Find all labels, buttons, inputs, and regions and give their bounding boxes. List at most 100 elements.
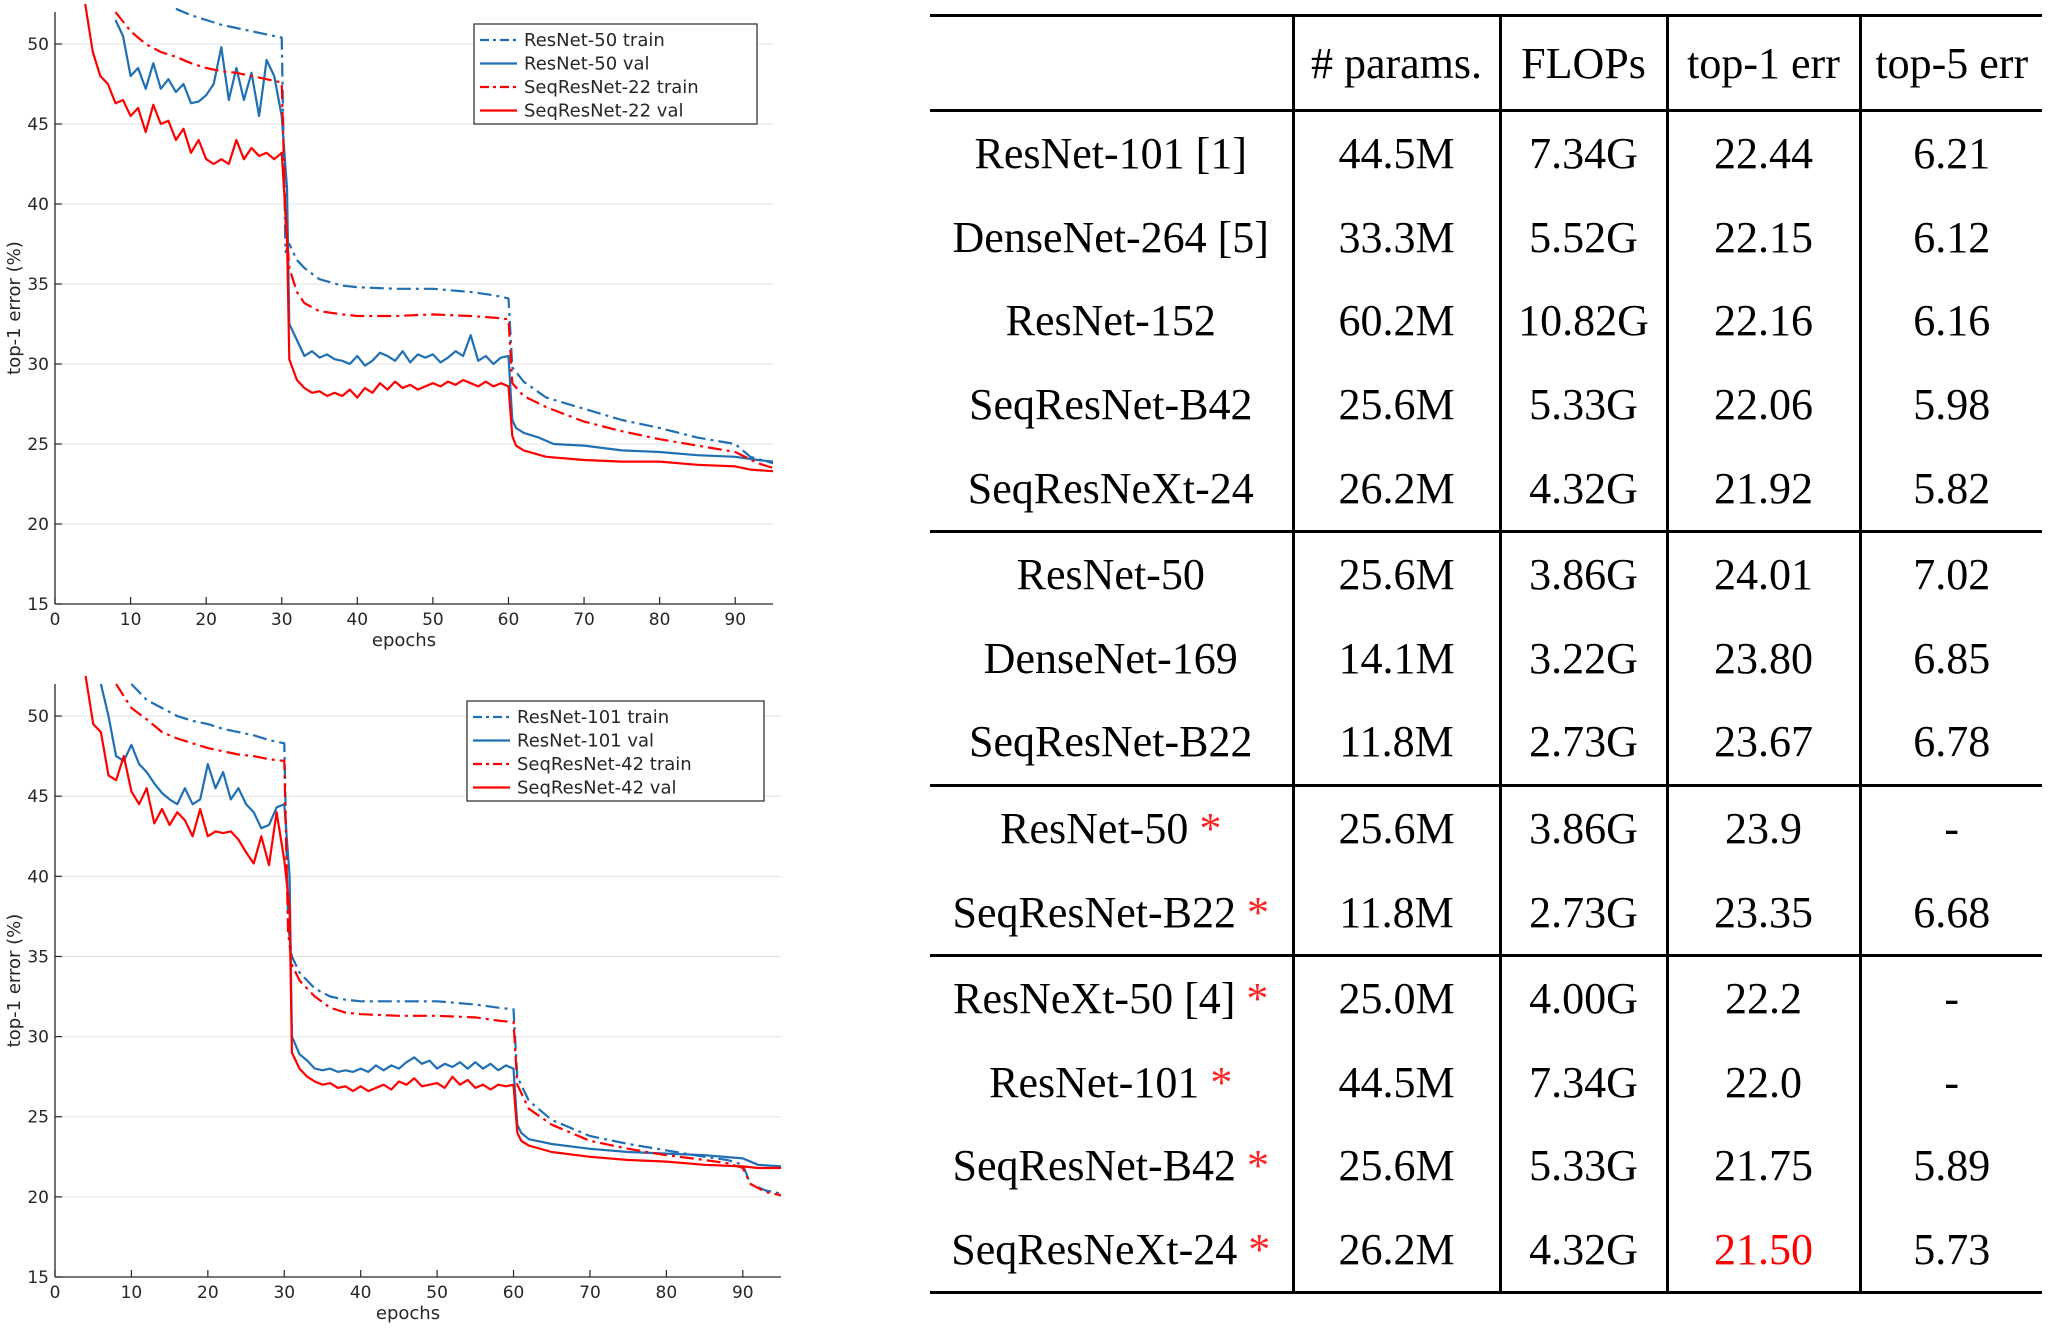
x-tick-label: 50 [422, 610, 444, 630]
params-cell: 44.5M [1293, 1040, 1502, 1125]
y-tick-label: 35 [27, 275, 49, 295]
top5-cell: 5.73 [1913, 1225, 1991, 1275]
x-tick-label: 70 [579, 1283, 601, 1303]
top5-cell: 7.02 [1913, 550, 1991, 600]
legend-box [473, 23, 758, 125]
x-tick-label: 40 [350, 1283, 372, 1303]
model-name: ResNet-101 [989, 1057, 1200, 1107]
x-tick-label: 0 [50, 610, 61, 630]
top1-cell: 23.67 [1667, 700, 1862, 786]
flops-cell: 7.34G [1500, 110, 1669, 196]
model-name: ResNet-101 [1] [974, 129, 1248, 179]
table-row: ResNeXt-50 [4] * 25.0M 4.00G 22.2- [930, 955, 2042, 1041]
model-name: ResNet-152 [1005, 296, 1216, 346]
y-axis-title: top-1 error (%) [4, 914, 25, 1048]
top1-cell: 23.9 [1667, 785, 1862, 871]
model-name: DenseNet-169 [983, 633, 1238, 683]
x-tick-label: 90 [732, 1283, 754, 1303]
model-cell: SeqResNet-B42 * [930, 1124, 1295, 1208]
model-name: SeqResNeXt-24 [951, 1225, 1238, 1275]
legend-entry-2: ResNet-101 val [517, 731, 654, 752]
legend-entry-4: SeqResNet-42 val [517, 778, 676, 799]
model-cell: SeqResNet-B22 [930, 700, 1295, 786]
params-cell: 25.0M [1293, 955, 1502, 1041]
y-tick-label: 40 [27, 867, 49, 887]
top1-cell: 23.35 [1667, 870, 1862, 956]
y-axis-title: top-1 error (%) [4, 241, 25, 375]
table-row: ResNet-50 * 25.6M 3.86G 23.9- [930, 785, 2042, 871]
model-cell: ResNet-101 [1] [930, 110, 1295, 196]
y-tick-label: 20 [27, 515, 49, 535]
table-group-1: ResNet-101 [1] 44.5M 7.34G 22.44 6.21 DenseNe… [930, 110, 2042, 532]
params-cell: 11.8M [1293, 700, 1502, 786]
table-row: ResNet-50 25.6M 3.86G 24.01 7.02 [930, 531, 2042, 617]
y-tick-label: 25 [27, 1108, 49, 1128]
top1-cell: 22.2 [1667, 955, 1862, 1041]
model-cell: SeqResNet-B22 * [930, 870, 1295, 956]
model-cell: DenseNet-264 [5] [930, 195, 1295, 280]
header-top1: top-1 err [1667, 15, 1862, 111]
table-row: ResNet-101 [1] 44.5M 7.34G 22.44 6.21 [930, 110, 2042, 196]
top5-cell: 6.16 [1913, 296, 1991, 346]
flops-cell: 7.34G [1500, 1040, 1669, 1125]
top5-cell: 6.21 [1913, 129, 1991, 179]
model-name: ResNet-50 [1000, 804, 1189, 854]
asterisk-marker: * [1199, 804, 1222, 854]
flops-cell: 3.86G [1500, 785, 1669, 871]
top1-cell: 22.15 [1667, 195, 1862, 280]
asterisk-marker: * [1246, 974, 1269, 1024]
x-tick-label: 60 [503, 1283, 525, 1303]
top1-cell: 21.50 [1667, 1207, 1862, 1293]
params-cell: 11.8M [1293, 870, 1502, 956]
flops-cell: 2.73G [1500, 700, 1669, 786]
y-tick-label: 45 [27, 115, 49, 135]
top5-cell: 5.98 [1913, 380, 1991, 430]
table-row: DenseNet-169 14.1M 3.22G 23.80 6.85 [930, 616, 2042, 701]
x-tick-label: 40 [346, 610, 368, 630]
top1-cell: 21.75 [1667, 1124, 1862, 1208]
chart-panel-1: 15 20 25 30 35 40 45 50 0 10 20 30 40 50 60 70 80 90 epoch… [4, 3, 774, 651]
series-line-1 [130, 683, 782, 1195]
training-curves: 15 20 25 30 35 40 45 50 0 10 20 30 40 50 60 70 80 90 epoch… [4, 3, 782, 1324]
x-tick-label: 80 [649, 610, 671, 630]
results-table: # params. FLOPs top-1 err top-5 err ResN… [930, 14, 2042, 1294]
model-cell: DenseNet-169 [930, 616, 1295, 701]
top1-cell: 22.16 [1667, 279, 1862, 363]
model-cell: SeqResNet-B42 [930, 362, 1295, 447]
x-tick-label: 0 [50, 1283, 61, 1303]
series-line-2 [99, 683, 782, 1168]
table-group-4: ResNeXt-50 [4] * 25.0M 4.00G 22.2- ResNet-10… [930, 955, 2042, 1293]
params-cell: 44.5M [1293, 110, 1502, 196]
model-name: ResNeXt-50 [4] [953, 974, 1236, 1024]
asterisk-marker: * [1210, 1057, 1233, 1107]
header-model [930, 15, 1295, 111]
flops-cell: 2.73G [1500, 870, 1669, 956]
model-cell: ResNet-101 * [930, 1040, 1295, 1125]
legend-entry-3: SeqResNet-42 train [517, 754, 692, 775]
y-tick-label: 50 [27, 35, 49, 55]
flops-cell: 5.33G [1500, 1124, 1669, 1208]
model-name: SeqResNet-B42 [952, 1141, 1237, 1191]
top5-cell: - [1944, 974, 1960, 1024]
y-tick-label: 15 [27, 595, 49, 615]
y-tick-label: 30 [27, 355, 49, 375]
top1-cell: 24.01 [1667, 531, 1862, 617]
x-tick-label: 20 [195, 610, 217, 630]
table-row: SeqResNet-B42 25.6M 5.33G 22.06 5.98 [930, 362, 2042, 447]
series-line-2 [114, 19, 774, 463]
params-cell: 26.2M [1293, 1207, 1502, 1293]
x-axis-title: epochs [376, 1303, 440, 1324]
series-line-4 [84, 675, 781, 1170]
legend-entry-3: SeqResNet-22 train [524, 77, 699, 98]
y-tick-label: 45 [27, 787, 49, 807]
top5-cell: 5.82 [1913, 463, 1991, 513]
top5-cell: 6.78 [1913, 717, 1991, 767]
table-row: ResNet-101 * 44.5M 7.34G 22.0- [930, 1040, 2042, 1125]
top1-cell: 21.92 [1667, 446, 1862, 532]
legend-entry-4: SeqResNet-22 val [524, 101, 683, 122]
params-cell: 60.2M [1293, 279, 1502, 363]
y-tick-label: 50 [27, 707, 49, 727]
series-line-1 [175, 7, 774, 465]
